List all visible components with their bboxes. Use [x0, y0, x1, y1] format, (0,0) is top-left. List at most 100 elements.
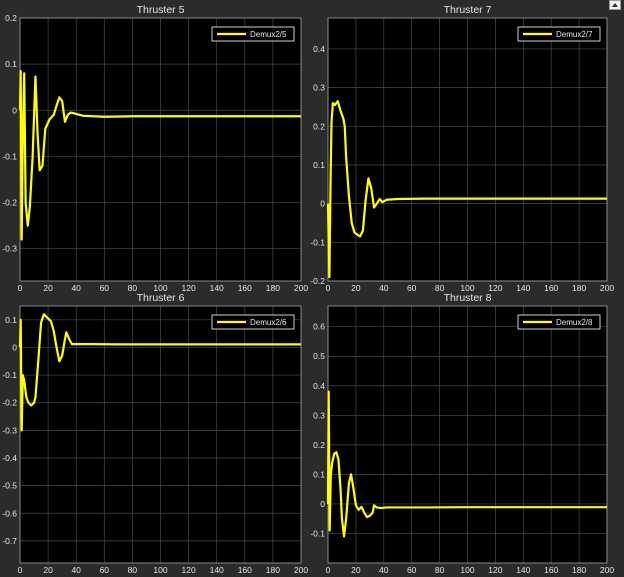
chart-panel-1: Thruster 5 0 20 40 60 80 100 120 140 160 180 200 -0.… — [2, 4, 308, 293]
x-tick-label: 160 — [238, 283, 252, 293]
x-tick-label: 120 — [182, 283, 196, 293]
x-tick-label: 200 — [294, 283, 308, 293]
x-tick-label: 80 — [435, 283, 445, 293]
legend[interactable]: Demux2/6 — [211, 314, 295, 330]
x-tick-label: 140 — [210, 565, 224, 575]
chart-title: Thruster 7 — [444, 4, 492, 16]
y-tick-label: -0.1 — [2, 151, 17, 161]
axes-border — [19, 17, 302, 282]
x-tick-label: 0 — [326, 565, 331, 575]
y-tick-label: 0.2 — [5, 13, 17, 23]
y-tick-label: 0.4 — [313, 44, 325, 54]
legend-box — [517, 314, 601, 330]
x-tick-label: 20 — [43, 283, 53, 293]
series-line-demux2-8 — [326, 390, 607, 538]
y-tick-label: -0.3 — [2, 425, 17, 435]
chart-panel-2: Thruster 7 0 20 40 60 80 100 120 140 160 180 200 -0.… — [310, 4, 614, 293]
axes-border — [327, 17, 608, 282]
y-tick-label: -0.2 — [2, 398, 17, 408]
y-tick-label: 0.2 — [313, 440, 325, 450]
y-tick-label: 0.1 — [313, 160, 325, 170]
y-tick-label: -0.6 — [2, 508, 17, 518]
y-tick-label: -0.2 — [2, 198, 17, 208]
y-tick-label: 0 — [320, 499, 325, 509]
y-tick-label: 0.2 — [313, 121, 325, 131]
y-tick-label: -0.1 — [2, 370, 17, 380]
legend[interactable]: Demux2/5 — [211, 26, 295, 42]
x-tick-label: 200 — [600, 283, 614, 293]
x-tick-label: 140 — [210, 283, 224, 293]
legend-label: Demux2/5 — [250, 30, 287, 39]
x-tick-label: 160 — [238, 565, 252, 575]
x-tick-label: 40 — [71, 565, 81, 575]
x-tick-label: 100 — [460, 283, 474, 293]
y-tick-label: 0.1 — [313, 469, 325, 479]
x-tick-label: 180 — [572, 565, 586, 575]
axes-border — [19, 305, 302, 564]
x-tick-label: 120 — [488, 565, 502, 575]
x-tick-label: 100 — [153, 283, 167, 293]
x-tick-label: 160 — [544, 565, 558, 575]
y-tick-label: -0.1 — [310, 237, 325, 247]
y-tick-label: 0.5 — [313, 351, 325, 361]
x-tick-label: 20 — [351, 565, 361, 575]
chart-panel-3: Thruster 6 0 20 40 60 80 100 120 140 160 180 200 -0.… — [2, 292, 308, 575]
x-tick-label: 80 — [435, 565, 445, 575]
chart-title: Thruster 6 — [137, 292, 185, 304]
x-tick-label: 20 — [351, 283, 361, 293]
x-tick-label: 120 — [488, 283, 502, 293]
x-tick-label: 180 — [266, 565, 280, 575]
y-tick-label: 0 — [320, 199, 325, 209]
x-tick-label: 100 — [153, 565, 167, 575]
x-tick-label: 80 — [128, 283, 138, 293]
legend[interactable]: Demux2/7 — [517, 26, 601, 42]
legend-label: Demux2/6 — [250, 318, 287, 327]
y-tick-label: 0.3 — [313, 83, 325, 93]
x-tick-label: 60 — [100, 283, 110, 293]
legend-label: Demux2/7 — [556, 30, 593, 39]
chart-title: Thruster 8 — [444, 292, 492, 304]
y-tick-label: 0.1 — [5, 59, 17, 69]
y-tick-label: -0.1 — [310, 528, 325, 538]
y-tick-label: 0.4 — [313, 381, 325, 391]
y-tick-label: 0 — [12, 342, 17, 352]
x-tick-label: 40 — [379, 283, 389, 293]
series-line-demux2-7 — [326, 100, 607, 279]
x-tick-label: 40 — [71, 283, 81, 293]
x-tick-label: 60 — [407, 565, 417, 575]
x-tick-label: 60 — [407, 283, 417, 293]
x-tick-label: 180 — [572, 283, 586, 293]
y-tick-label: 0.3 — [313, 410, 325, 420]
x-tick-label: 140 — [516, 283, 530, 293]
y-tick-label: -0.7 — [2, 536, 17, 546]
chart-panel-4: Thruster 8 0 20 40 60 80 100 120 140 160 180 200 -0.… — [310, 292, 614, 575]
x-tick-label: 100 — [460, 565, 474, 575]
legend-box — [517, 26, 601, 42]
x-tick-label: 140 — [516, 565, 530, 575]
legend[interactable]: Demux2/8 — [517, 314, 601, 330]
x-tick-label: 0 — [18, 565, 23, 575]
x-tick-label: 20 — [43, 565, 53, 575]
chart-title: Thruster 5 — [137, 4, 185, 16]
undock-arrow-icon[interactable] — [609, 0, 621, 10]
y-tick-label: -0.2 — [310, 276, 325, 286]
legend-box — [211, 314, 295, 330]
series-line-demux2-5 — [18, 69, 301, 241]
x-tick-label: 200 — [294, 565, 308, 575]
y-tick-label: -0.5 — [2, 481, 17, 491]
legend-label: Demux2/8 — [556, 318, 593, 327]
x-tick-label: 40 — [379, 565, 389, 575]
y-tick-label: 0.1 — [5, 315, 17, 325]
y-tick-label: -0.4 — [2, 453, 17, 463]
x-tick-label: 80 — [128, 565, 138, 575]
x-tick-label: 160 — [544, 283, 558, 293]
legend-box — [211, 26, 295, 42]
series-line-demux2-6 — [18, 313, 301, 432]
y-tick-label: 0.6 — [313, 322, 325, 332]
y-tick-label: 0 — [12, 105, 17, 115]
x-tick-label: 120 — [182, 565, 196, 575]
x-tick-label: 200 — [600, 565, 614, 575]
y-tick-label: -0.3 — [2, 244, 17, 254]
x-tick-label: 60 — [100, 565, 110, 575]
